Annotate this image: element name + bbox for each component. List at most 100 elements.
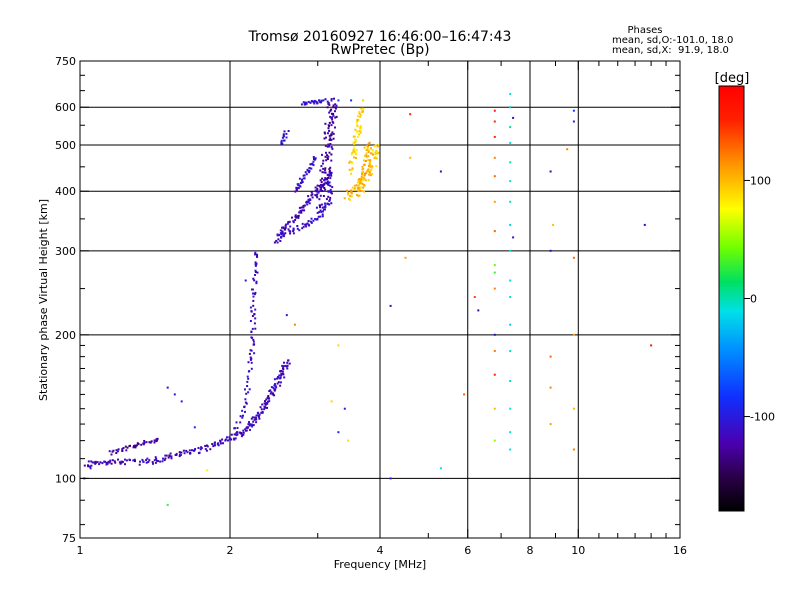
trace-point <box>311 162 314 165</box>
trace-point <box>355 157 357 159</box>
trace-point <box>289 230 292 233</box>
scatter-point <box>193 426 196 429</box>
scatter-point <box>293 323 296 326</box>
trace-point <box>242 431 245 434</box>
trace-point <box>367 179 370 182</box>
trace-point <box>279 240 282 242</box>
trace-point <box>94 460 97 463</box>
trace-point <box>283 233 286 236</box>
trace-point <box>276 377 278 380</box>
trace-point <box>137 443 140 446</box>
trace-point <box>353 135 356 138</box>
trace-point <box>292 227 295 230</box>
trace-point <box>211 443 214 445</box>
trace-point <box>324 204 327 207</box>
trace-point <box>316 196 319 199</box>
trace-point <box>364 160 367 162</box>
trace-point <box>295 216 298 219</box>
trace-point <box>281 226 283 229</box>
trace-point <box>167 456 170 459</box>
scatter-point <box>566 148 569 151</box>
colorbar-label: [deg] <box>715 71 750 86</box>
trace-point <box>256 271 259 274</box>
trace-point <box>157 460 160 463</box>
scatter-point <box>389 304 392 307</box>
trace-point <box>364 179 367 182</box>
stats-x-mode: mean, sd,X: 91.9, 18.0 <box>612 45 729 56</box>
trace-point <box>321 206 324 209</box>
trace-point <box>329 177 332 180</box>
trace-point <box>175 454 178 456</box>
trace-point <box>244 428 247 431</box>
trace-point <box>326 156 329 159</box>
trace-point <box>316 101 319 104</box>
trace-point <box>251 288 253 291</box>
trace-point <box>276 241 279 244</box>
trace-point <box>253 279 256 282</box>
trace-point <box>219 440 222 443</box>
trace-point <box>156 459 158 462</box>
trace-point <box>358 130 361 132</box>
trace-point <box>306 203 309 206</box>
trace-point <box>370 169 373 172</box>
scatter-point <box>512 116 515 119</box>
scatter-point <box>439 170 442 173</box>
trace-point <box>296 183 299 186</box>
trace-point <box>318 99 320 102</box>
trace-point <box>360 107 363 110</box>
trace-point <box>327 190 330 193</box>
trace-point <box>272 392 275 395</box>
trace-point <box>373 145 376 148</box>
trace-point <box>186 451 189 454</box>
trace-point <box>282 227 285 230</box>
trace-point <box>329 190 331 193</box>
trace-point <box>367 142 370 145</box>
scatter-point <box>493 175 496 178</box>
trace-point <box>297 184 300 187</box>
trace-point <box>134 460 136 463</box>
trace-point <box>326 158 329 160</box>
trace-point <box>369 159 372 162</box>
trace-point <box>139 460 141 463</box>
trace-point <box>310 221 313 224</box>
trace-point <box>268 400 271 403</box>
scatter-point <box>173 393 176 396</box>
trace-point <box>197 447 200 449</box>
trace-point <box>254 264 257 267</box>
trace-point <box>250 310 253 313</box>
trace-point <box>281 364 284 367</box>
trace-point <box>87 460 90 463</box>
trace-point <box>309 220 312 223</box>
trace-point <box>316 189 319 192</box>
trace-point <box>359 114 362 117</box>
trace-point <box>349 198 352 201</box>
trace-point <box>362 178 365 181</box>
trace-point <box>329 188 332 191</box>
scatter-point <box>509 380 512 382</box>
trace-point <box>245 392 248 395</box>
trace-point <box>252 343 255 346</box>
trace-point <box>287 228 290 231</box>
trace-point <box>266 406 268 409</box>
trace-point <box>317 191 320 194</box>
trace-point <box>110 462 113 465</box>
trace-point <box>358 194 361 197</box>
trace-point <box>322 99 325 102</box>
y-tick-label: 600 <box>55 101 76 114</box>
trace-point <box>323 179 326 182</box>
trace-point <box>284 232 287 235</box>
trace-point <box>288 362 291 365</box>
trace-point <box>328 134 331 137</box>
scatter-point <box>493 333 496 336</box>
trace-point <box>313 99 316 102</box>
trace-point <box>356 125 359 128</box>
trace-point <box>251 315 254 317</box>
scatter-point <box>509 279 512 282</box>
trace-point <box>326 182 328 185</box>
trace-point <box>328 103 331 106</box>
trace-point <box>228 438 231 441</box>
trace-point <box>294 190 297 193</box>
trace-point <box>141 458 144 461</box>
trace-point <box>361 168 364 171</box>
trace-point <box>169 452 172 455</box>
